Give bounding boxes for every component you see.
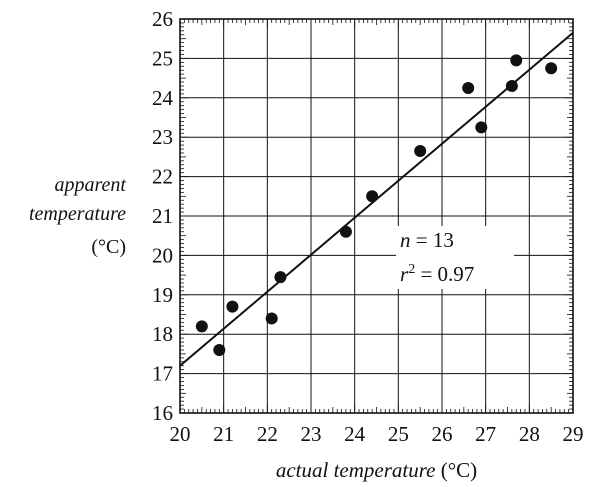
data-point	[366, 190, 379, 203]
tick-labels: 20 21 22 23 24 25 26 27 28 29 16 17 18 19 20 21 22 23 24 25…	[152, 7, 584, 446]
y-tick-label: 24	[152, 86, 174, 110]
x-tick-label: 23	[301, 422, 322, 446]
x-tick-label: 26	[432, 422, 453, 446]
y-tick-label: 21	[152, 204, 173, 228]
data-point	[505, 79, 518, 92]
data-point	[265, 312, 278, 325]
data-point	[274, 271, 287, 284]
data-point	[475, 121, 488, 134]
x-axis-label: actual temperature (°C)	[180, 458, 573, 483]
y-axis-label-line-1: apparent	[54, 174, 126, 196]
y-tick-label: 25	[152, 46, 173, 70]
data-point	[510, 54, 523, 67]
r2-value: = 0.97	[420, 262, 475, 286]
data-point	[545, 62, 558, 75]
x-axis-label-unit: (°C)	[440, 458, 478, 482]
y-axis-label-unit: (°C)	[91, 236, 126, 258]
data-points	[195, 54, 558, 356]
data-point	[226, 300, 239, 313]
y-tick-label: 18	[152, 322, 173, 346]
x-axis-label-main: actual temperature	[275, 458, 436, 482]
r2-annotation: r2 = 0.97	[400, 255, 510, 289]
x-tick-label: 22	[257, 422, 278, 446]
data-point	[339, 225, 352, 238]
data-point	[414, 144, 427, 157]
x-tick-label: 25	[388, 422, 409, 446]
x-tick-label: 24	[344, 422, 366, 446]
r-exponent: 2	[408, 262, 416, 277]
x-tick-label: 28	[519, 422, 540, 446]
n-annotation: n = 13	[400, 226, 510, 255]
y-tick-label: 17	[152, 362, 173, 386]
y-axis-label-line-2: temperature	[28, 203, 126, 225]
y-tick-label: 16	[152, 401, 173, 425]
plot-frame	[179, 18, 574, 414]
x-tick-label: 27	[475, 422, 496, 446]
y-tick-label: 20	[152, 243, 173, 267]
data-point	[462, 81, 475, 94]
y-tick-label: 19	[152, 283, 173, 307]
y-tick-label: 23	[152, 125, 173, 149]
y-tick-label: 26	[152, 7, 173, 31]
x-tick-label: 20	[170, 422, 191, 446]
n-label: n	[400, 228, 411, 252]
data-point	[195, 320, 208, 333]
data-point	[213, 343, 226, 356]
stats-annotation: n = 13 r2 = 0.97	[396, 226, 514, 289]
r-label: r	[400, 262, 409, 286]
grid	[180, 19, 573, 413]
x-tick-label: 21	[213, 422, 234, 446]
x-tick-label: 29	[563, 422, 584, 446]
n-value: = 13	[415, 228, 454, 252]
y-tick-label: 22	[152, 165, 173, 189]
